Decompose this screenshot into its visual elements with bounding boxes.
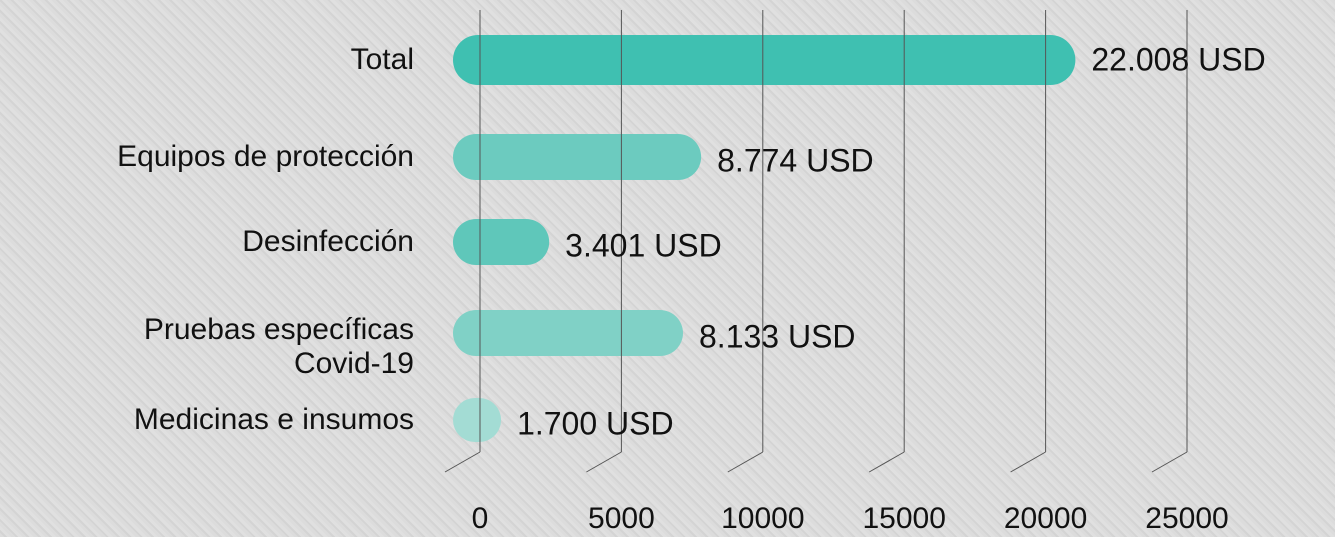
grid-foot [868,451,905,473]
value-label: 22.008 USD [1091,41,1265,77]
x-tick-label: 10000 [721,502,804,535]
grid-foot [586,451,622,473]
category-label: Equipos de protección [117,140,414,173]
value-label: 8.774 USD [717,142,874,178]
x-tick-label: 0 [472,502,489,535]
value-label: 8.133 USD [699,318,856,354]
grid-foot [1151,451,1188,473]
value-label: 3.401 USD [565,227,722,263]
bar [453,219,550,265]
value-label: 1.700 USD [517,405,674,441]
bar [453,310,684,356]
category-label: Pruebas específicas Covid-19 [143,313,414,380]
bar [453,398,502,442]
grid-foot [1010,451,1046,473]
bar [453,134,702,180]
category-label: Medicinas e insumos [133,403,414,436]
x-tick-label: 25000 [1145,502,1228,535]
category-label: Desinfección [242,225,414,258]
x-tick-label: 15000 [862,502,945,535]
bar [453,35,1076,85]
category-label: Total [350,43,414,76]
x-tick-label: 5000 [588,502,655,535]
grid-foot [444,451,481,473]
grid-foot [727,451,764,473]
x-tick-label: 20000 [1004,502,1087,535]
